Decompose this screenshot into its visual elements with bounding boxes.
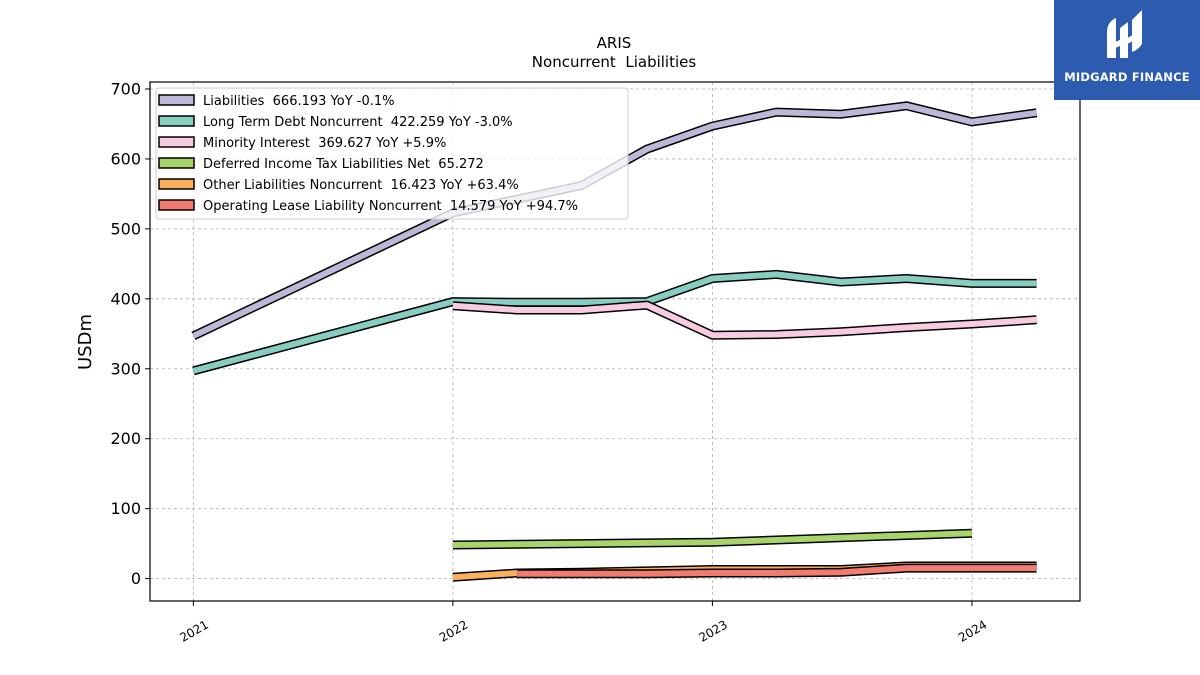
x-axis: 2021 2022 2023 2024	[177, 601, 989, 645]
series-stroke	[516, 565, 1037, 577]
chart-title: ARIS	[597, 34, 632, 52]
chart-subtitle: Noncurrent Liabilities	[532, 53, 697, 71]
legend: Liabilities 666.193 YoY -0.1% Long Term D…	[155, 87, 629, 220]
legend-swatch	[158, 136, 195, 148]
legend-label: Other Liabilities Noncurrent 16.423 YoY …	[203, 178, 519, 193]
legend-label: Minority Interest 369.627 YoY +5.9%	[203, 136, 446, 151]
y-axis: 0 100 200 300 400 500 600 700	[110, 79, 150, 588]
legend-swatch	[158, 94, 195, 106]
plot-frame	[149, 81, 1081, 602]
series-outline	[192, 269, 1037, 376]
legend-swatch	[158, 115, 195, 127]
legend-swatch	[158, 199, 195, 211]
y-tick-label: 700	[110, 79, 141, 98]
x-tick-label: 2021	[177, 617, 210, 644]
series-stroke	[452, 302, 1037, 339]
y-tick-label: 300	[110, 359, 141, 378]
series-lines	[191, 101, 1038, 582]
series-stroke	[452, 530, 973, 548]
x-tick-label: 2023	[696, 617, 729, 644]
brand-logo: MIDGARD FINANCE	[1054, 0, 1200, 100]
y-tick-label: 0	[131, 569, 141, 588]
y-axis-label: USDm	[75, 314, 96, 370]
series-line	[452, 300, 1037, 340]
y-tick-label: 400	[110, 289, 141, 308]
legend-label: Deferred Income Tax Liabilities Net 65.2…	[203, 157, 484, 172]
y-tick-label: 600	[110, 149, 141, 168]
legend-box	[155, 87, 629, 220]
x-tick-label: 2024	[956, 617, 989, 644]
y-tick-label: 500	[110, 219, 141, 238]
brand-name: MIDGARD FINANCE	[1064, 70, 1190, 84]
legend-swatch	[158, 178, 195, 190]
legend-swatch	[158, 157, 195, 169]
y-tick-label: 100	[110, 499, 141, 518]
series-line	[516, 563, 1037, 579]
series-line	[192, 269, 1037, 376]
legend-label: Liabilities 666.193 YoY -0.1%	[203, 94, 395, 109]
legend-label: Long Term Debt Noncurrent 422.259 YoY -3…	[203, 115, 513, 130]
legend-label: Operating Lease Liability Noncurrent 14.…	[203, 199, 578, 214]
y-tick-label: 200	[110, 429, 141, 448]
x-tick-label: 2022	[437, 617, 470, 644]
series-line	[452, 528, 973, 550]
midgard-logo-icon	[1107, 10, 1142, 58]
series-stroke	[192, 271, 1037, 374]
